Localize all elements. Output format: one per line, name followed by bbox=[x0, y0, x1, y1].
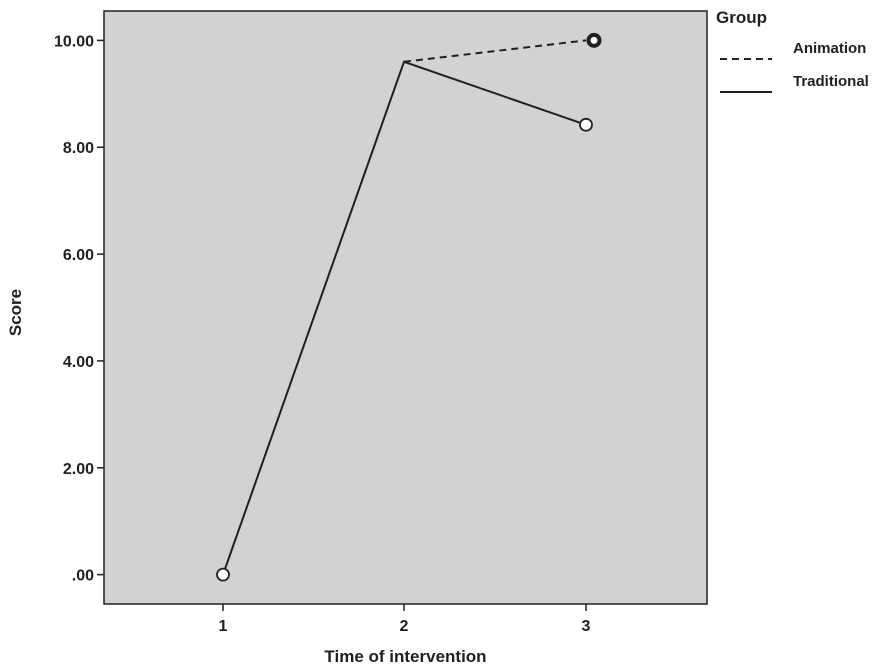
x-axis: 1 2 3 bbox=[219, 604, 591, 635]
data-point-marker bbox=[579, 117, 593, 132]
legend-label-animation: Animation bbox=[793, 40, 866, 57]
y-tick-label: .00 bbox=[72, 568, 94, 585]
y-tick-label: 2.00 bbox=[63, 461, 94, 478]
x-tick-label: 1 bbox=[219, 618, 228, 635]
y-tick-label: 10.00 bbox=[54, 33, 94, 50]
series-layer bbox=[222, 39, 587, 575]
legend-title: Group bbox=[716, 8, 767, 27]
marker-layer bbox=[216, 32, 602, 582]
y-tick-label: 4.00 bbox=[63, 354, 94, 371]
x-axis-title: Time of intervention bbox=[324, 647, 486, 666]
legend: Group Animation Traditional bbox=[716, 8, 869, 93]
x-tick-label: 3 bbox=[582, 618, 591, 635]
x-tick-label: 2 bbox=[400, 618, 409, 635]
y-tick-label: 6.00 bbox=[63, 247, 94, 264]
y-tick-label: 8.00 bbox=[63, 140, 94, 157]
y-axis: .00 2.00 4.00 6.00 8.00 10.00 bbox=[54, 33, 104, 585]
plot-area bbox=[103, 10, 708, 605]
y-axis-title: Score bbox=[6, 289, 25, 336]
data-point-marker bbox=[216, 567, 230, 582]
series-line-animation bbox=[403, 39, 587, 63]
data-point-marker bbox=[586, 32, 602, 48]
legend-label-traditional: Traditional bbox=[793, 73, 869, 90]
